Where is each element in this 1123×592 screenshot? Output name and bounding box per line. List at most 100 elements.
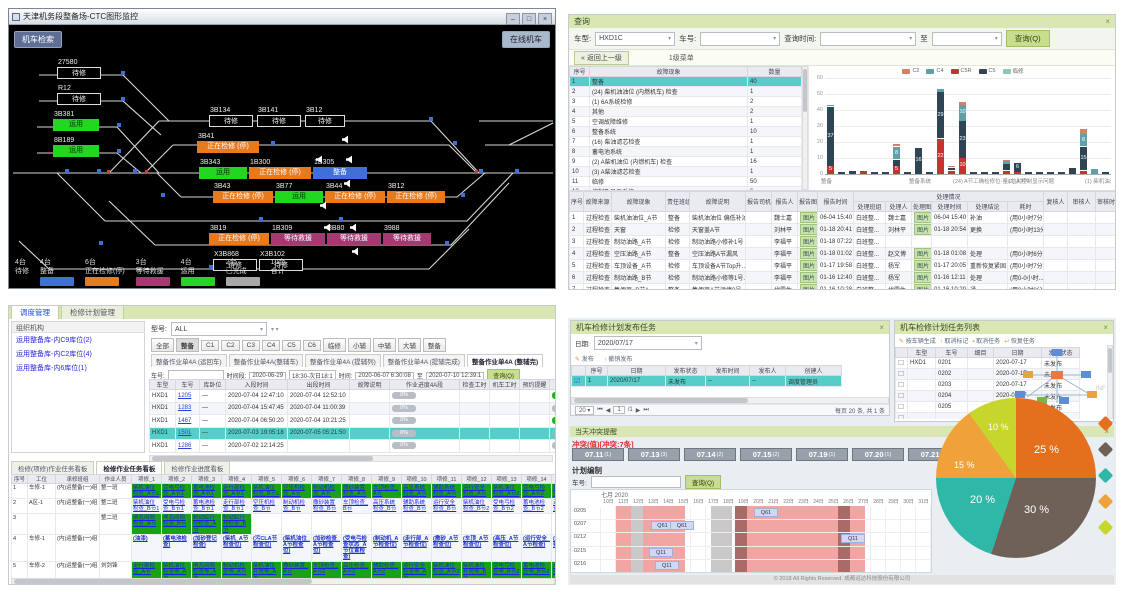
board-row[interactable]: 3整二班闸瓦间隙检查_A节闸瓦间隙检查_B节制动缸行程检查_A节制动缸行程检查_… xyxy=(12,514,556,535)
conflict-chip[interactable]: 07.19(1) xyxy=(796,448,848,461)
task-link[interactable]: 柴机油位补充等_B节 xyxy=(463,563,486,578)
table-row[interactable]: 2(24) 柴机油油位 (内燃机车) 检查1 xyxy=(570,87,802,97)
task-link[interactable]: 制动机检查_A节 xyxy=(313,485,335,497)
task-link[interactable]: 蓄电池检查_B节1 xyxy=(193,500,215,512)
task-link[interactable]: 走行部检查_B节3 xyxy=(553,563,555,575)
conflict-chip[interactable]: 07.11(1) xyxy=(572,448,624,461)
train-status-table[interactable]: 车型车号库卧位入段时间出段时间故障说明作业进度4A段检查工时机车工时预约提醒检查… xyxy=(149,379,555,454)
search-button[interactable]: 查询(Q) xyxy=(1006,30,1050,47)
task-link[interactable]: 蓄电池检查_B节2 xyxy=(523,500,545,512)
task-link[interactable]: (污CLA节检查位) xyxy=(253,536,277,548)
cell-link[interactable]: 1205 xyxy=(178,393,191,399)
task-link[interactable]: (制动机_A节检查位) xyxy=(373,536,398,548)
search-button[interactable]: 查询(Q) xyxy=(685,475,721,489)
table-row[interactable]: HXD11501—2020-07-03 19:05:182020-07-05 0… xyxy=(150,427,556,440)
gantt-task-chip[interactable]: Q11 xyxy=(649,548,673,557)
grade-button[interactable]: C3 xyxy=(242,340,260,351)
action-button[interactable]: ↑ 取消标记 xyxy=(940,336,969,345)
loco-block[interactable]: 3B43正在检修 (停) xyxy=(213,183,273,203)
table-row[interactable]: 1过程检查柴机油油位_A节整备柴机油油位 偏低补油魏士嘉图片06-04 15:4… xyxy=(570,212,1117,224)
image-badge[interactable]: 图片 xyxy=(800,224,818,235)
worksheet-tab[interactable]: 整备作业单4A (整辅完) xyxy=(467,354,543,367)
task-link[interactable]: 受电弓检查_B节1 xyxy=(163,500,185,512)
task-link[interactable]: 蓄电池检查等_B节2 xyxy=(523,563,549,575)
cell-link[interactable]: 1283 xyxy=(178,405,191,411)
task-link[interactable]: 辅助系统检查_A节 xyxy=(433,485,456,497)
grade-button[interactable]: 整备 xyxy=(176,338,199,352)
row-checkbox[interactable]: ☐ xyxy=(898,382,904,389)
grade-button[interactable]: 小辅 xyxy=(348,338,371,352)
table-row[interactable]: 1整备40 xyxy=(570,77,802,87)
loco-block[interactable]: R12待修 xyxy=(57,85,101,105)
loco-no-select[interactable]: ▾ xyxy=(700,32,780,46)
task-link[interactable]: 撒砂装置检查_B节 xyxy=(313,500,336,512)
fault-detail-table[interactable]: 序号故障来源故障现象责任班组故障说明报告司机报告人报告图片报告时间处理情况复核人… xyxy=(569,190,1116,290)
page-size-select[interactable]: 20 ▾ xyxy=(575,406,594,415)
task-link[interactable]: 柴机油位检查等_A节 xyxy=(163,563,186,578)
task-link[interactable]: (柴机_A节检查位) xyxy=(223,536,248,548)
loco-no-input[interactable] xyxy=(591,476,681,488)
image-badge[interactable]: 图片 xyxy=(914,248,932,259)
loco-block[interactable]: 1B309等待救援 xyxy=(271,225,325,245)
loco-block[interactable]: 3B77运用 xyxy=(275,183,323,203)
table-row[interactable]: 6过程检查制动油路_B节检修制动油路小修等1号...李福平图片01-16 12:… xyxy=(570,272,1117,284)
cell-link[interactable]: 1286 xyxy=(178,443,191,449)
row-checkbox[interactable]: ☑ xyxy=(574,378,580,385)
task-link[interactable]: 柴机油位检查_A节1 xyxy=(133,485,159,497)
task-link[interactable]: 柴机油位检查_A节2 xyxy=(493,485,519,497)
task-link[interactable]: (加砂检查_A节检查位) xyxy=(313,536,340,554)
task-link[interactable]: 受电弓检查_A节2 xyxy=(523,485,545,497)
table-row[interactable]: HXD11283—2020-07-04 15:47:452020-07-04 1… xyxy=(150,402,556,415)
task-link[interactable]: 运行安全检查_B节 xyxy=(433,500,456,512)
task-link[interactable]: (撒砂_A节检查位) xyxy=(433,536,458,548)
table-row[interactable]: HXD11286—2020-07-02 12:14:250%0%0%0% xyxy=(150,440,556,453)
task-link[interactable]: (蓄电池检查) xyxy=(163,536,187,548)
tab-0[interactable]: 调度管理 xyxy=(11,305,59,319)
grade-button[interactable]: 大辅 xyxy=(398,338,421,352)
row-checkbox[interactable]: ☐ xyxy=(898,415,904,419)
worksheet-tab[interactable]: 整备作业单4A (提辅完成) xyxy=(383,354,465,367)
image-badge[interactable]: 图片 xyxy=(800,236,818,247)
task-link[interactable]: 柴机油位检查_B节1 xyxy=(253,485,279,497)
board-row[interactable]: 1车修-1(内)运整备(一)组整一班柴机油位检查_A节1受电弓检查_A节1蓄电池… xyxy=(12,484,556,499)
board-tab[interactable]: 检修(项修)作业任务看板 xyxy=(11,461,94,475)
table-row[interactable]: HXD11205—2020-07-04 12:47:102020-07-04 1… xyxy=(150,390,556,403)
task-link[interactable]: 车顶检查_A节 xyxy=(373,485,398,497)
task-link[interactable]: 车顶检查_A节2 xyxy=(313,563,338,575)
first-page-button[interactable]: ⏮ xyxy=(597,407,602,414)
gantt-task-chip[interactable]: Q61 xyxy=(754,508,778,517)
loco-block[interactable]: 3B19正在检修 (停) xyxy=(209,225,269,245)
loco-block[interactable]: 3B12待修 xyxy=(305,107,345,127)
image-badge[interactable]: 图片 xyxy=(800,212,818,223)
worksheet-tab[interactable]: 整备作业单4A (提辅列) xyxy=(305,354,381,367)
table-row[interactable]: 3(1) 6A系统检修2 xyxy=(570,97,802,107)
row-checkbox[interactable]: ☐ xyxy=(898,371,904,378)
gantt-task-chip[interactable]: Q11 xyxy=(655,561,679,570)
loco-block[interactable]: 3B141待修 xyxy=(257,107,301,127)
online-loco-button[interactable]: 在线机车 xyxy=(502,31,550,48)
table-row[interactable]: 7过程检查集便器_B节1整备集便器A节污堵2号...代雪生图片01-16 10:… xyxy=(570,284,1117,291)
page-input[interactable]: 1 xyxy=(613,406,624,414)
back-button[interactable]: « 返回上一级 xyxy=(574,51,629,65)
close-button[interactable]: × xyxy=(538,13,552,25)
image-badge[interactable]: 图片 xyxy=(914,260,932,271)
grade-button[interactable]: 全部 xyxy=(151,338,174,352)
close-icon[interactable]: × xyxy=(1103,323,1108,332)
task-link[interactable]: (辅助不保养_A节) xyxy=(553,536,555,548)
task-link[interactable]: 蓄电池检查_A节1 xyxy=(193,485,215,497)
image-badge[interactable]: 图片 xyxy=(800,260,818,271)
conflict-chip[interactable]: 07.20(1) xyxy=(852,448,904,461)
date-select[interactable]: 2020/07/17▾ xyxy=(594,336,702,350)
scrollbar[interactable] xyxy=(571,397,889,404)
action-button[interactable]: ▪ 取消任务 xyxy=(972,336,1000,345)
task-link[interactable]: 辅助检查_A节2 xyxy=(373,563,398,575)
board-tab[interactable]: 检修作业进度看板 xyxy=(164,461,230,475)
board-tab[interactable]: 检修作业任务看板 xyxy=(96,461,162,475)
worksheet-tab[interactable]: 整备作业单4A(整辅车) xyxy=(229,354,303,367)
table-row[interactable]: 9(2) A柴机油位 (内燃机车) 检查16 xyxy=(570,157,802,167)
loco-block[interactable]: 3B41正在检修 (停) xyxy=(197,133,259,153)
task-link[interactable]: 走行部检查_A节 xyxy=(133,563,155,575)
task-link[interactable]: 闸瓦间隙检查_A节 xyxy=(133,515,156,527)
table-row[interactable]: 7(16) 柴油滤芯检查1 xyxy=(570,137,802,147)
time-to-select[interactable]: ▾ xyxy=(932,32,1002,46)
